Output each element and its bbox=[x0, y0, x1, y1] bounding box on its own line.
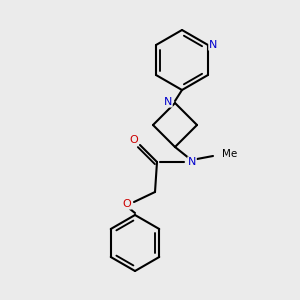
Text: Me: Me bbox=[222, 149, 237, 159]
Text: N: N bbox=[188, 157, 196, 167]
Text: N: N bbox=[209, 40, 217, 50]
Text: O: O bbox=[130, 135, 138, 145]
Text: N: N bbox=[164, 97, 172, 107]
Text: O: O bbox=[123, 199, 131, 209]
